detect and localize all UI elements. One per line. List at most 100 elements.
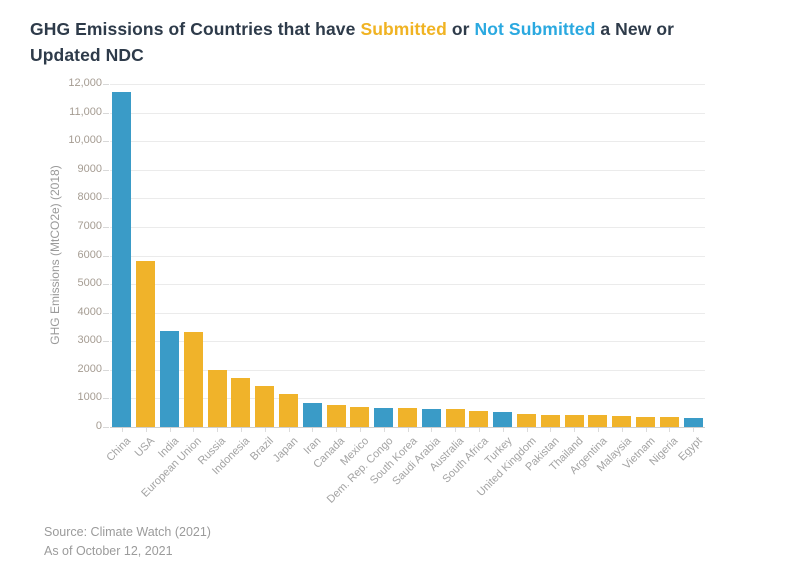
gridline (110, 341, 705, 342)
title-submitted-highlight: Submitted (360, 19, 447, 39)
gridline (110, 398, 705, 399)
gridline (110, 198, 705, 199)
gridline (110, 227, 705, 228)
x-tick-mark (431, 428, 432, 432)
y-tick-label: 7000 (77, 220, 102, 232)
x-tick-mark (241, 428, 242, 432)
y-tick-label: 4000 (77, 306, 102, 318)
x-tick-mark (693, 428, 694, 432)
x-tick-mark (479, 428, 480, 432)
y-tick-label: 1000 (77, 391, 102, 403)
gridline (110, 113, 705, 114)
title-text-post: a New or (595, 19, 675, 39)
x-tick-mark (146, 428, 147, 432)
bar-india (160, 331, 179, 427)
bar-thailand (565, 415, 584, 427)
title-text-mid: or (446, 19, 475, 39)
x-tick-mark (646, 428, 647, 432)
bar-indonesia (231, 378, 250, 427)
gridline (110, 370, 705, 371)
bar-egypt (684, 418, 703, 427)
y-tick-mark (103, 113, 109, 114)
source-line: Source: Climate Watch (2021) (44, 525, 211, 539)
y-tick-mark (103, 341, 109, 342)
bar-dem-rep-congo (374, 408, 393, 427)
y-tick-label: 12,000 (68, 77, 102, 89)
bar-brazil (255, 386, 274, 427)
x-tick-mark (312, 428, 313, 432)
y-tick-mark (103, 284, 109, 285)
y-tick-mark (103, 84, 109, 85)
x-tick-mark (217, 428, 218, 432)
y-tick-mark (103, 427, 109, 428)
bar-australia (446, 409, 465, 427)
bar-european-union (184, 332, 203, 427)
gridline (110, 84, 705, 85)
x-tick-mark (455, 428, 456, 432)
y-tick-label: 2000 (77, 363, 102, 375)
bar-saudi-arabia (422, 409, 441, 427)
gridline (110, 170, 705, 171)
y-tick-mark (103, 170, 109, 171)
x-label-china: China (104, 435, 134, 464)
bar-china (112, 92, 131, 427)
x-label-usa: USA (133, 435, 158, 460)
x-tick-mark (384, 428, 385, 432)
x-tick-mark (408, 428, 409, 432)
bar-mexico (350, 407, 369, 427)
x-axis-line (110, 427, 705, 428)
y-tick-mark (103, 256, 109, 257)
gridline (110, 284, 705, 285)
bar-japan (279, 394, 298, 427)
x-tick-mark (622, 428, 623, 432)
y-tick-label: 11,000 (69, 106, 102, 118)
x-label-japan: Japan (270, 435, 301, 465)
y-tick-label: 10,000 (68, 134, 102, 146)
bar-south-korea (398, 408, 417, 427)
bar-usa (136, 261, 155, 427)
x-tick-mark (360, 428, 361, 432)
x-tick-mark (669, 428, 670, 432)
y-tick-label: 0 (95, 420, 102, 432)
gridline (110, 141, 705, 142)
bar-united-kingdom (517, 414, 536, 427)
x-tick-mark (527, 428, 528, 432)
bar-vietnam (636, 417, 655, 427)
y-tick-label: 5000 (77, 277, 102, 289)
x-tick-mark (289, 428, 290, 432)
x-tick-mark (336, 428, 337, 432)
bar-iran (303, 403, 322, 427)
x-tick-mark (503, 428, 504, 432)
bar-canada (327, 405, 346, 427)
bar-pakistan (541, 415, 560, 427)
title-text-pre: GHG Emissions of Countries that have (30, 19, 361, 39)
title-line2: Updated NDC (30, 45, 144, 65)
y-tick-mark (103, 227, 109, 228)
x-tick-mark (265, 428, 266, 432)
x-tick-mark (170, 428, 171, 432)
x-label-brazil: Brazil (248, 435, 277, 463)
as-of-date-line: As of October 12, 2021 (44, 544, 173, 558)
gridline (110, 313, 705, 314)
chart-title: GHG Emissions of Countries that have Sub… (30, 16, 775, 68)
bar-argentina (588, 415, 607, 427)
bar-south-africa (469, 411, 488, 427)
x-tick-mark (193, 428, 194, 432)
y-tick-mark (103, 141, 109, 142)
bar-russia (208, 370, 227, 427)
x-tick-mark (574, 428, 575, 432)
y-tick-mark (103, 313, 109, 314)
gridline (110, 256, 705, 257)
y-tick-mark (103, 398, 109, 399)
y-tick-label: 3000 (77, 334, 102, 346)
x-tick-mark (550, 428, 551, 432)
y-tick-mark (103, 370, 109, 371)
x-label-egypt: Egypt (676, 435, 705, 464)
bar-malaysia (612, 416, 631, 427)
title-not-submitted-highlight: Not Submitted (474, 19, 596, 39)
source-note: Source: Climate Watch (2021) As of Octob… (44, 523, 211, 561)
bar-nigeria (660, 417, 679, 427)
y-tick-label: 8000 (77, 191, 102, 203)
